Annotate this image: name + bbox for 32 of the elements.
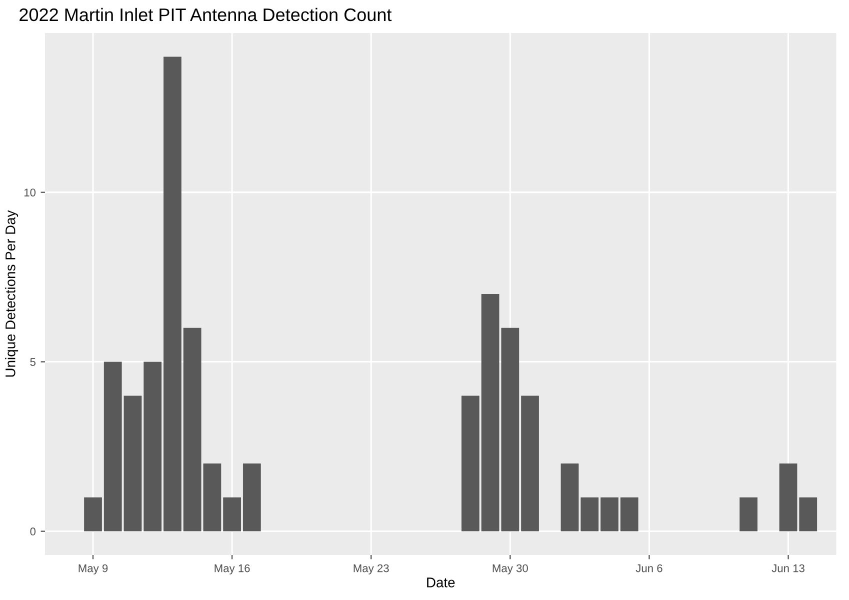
x-tick-label: Jun 6 <box>636 564 662 572</box>
bar <box>223 497 241 532</box>
bar <box>124 396 142 532</box>
x-tick-label: May 23 <box>354 564 389 574</box>
y-tick-label: 10 <box>24 188 36 196</box>
chart-title: 2022 Martin Inlet PIT Antenna Detection Count <box>20 8 392 22</box>
bar <box>104 362 122 532</box>
bar <box>521 396 539 532</box>
bar <box>799 497 818 532</box>
y-tick-label: 0 <box>30 528 36 536</box>
bar <box>242 463 261 532</box>
bar <box>501 328 520 532</box>
x-tick-label: May 16 <box>214 564 250 574</box>
bar <box>203 463 222 532</box>
x-axis-title: Date <box>427 578 455 588</box>
bar <box>481 294 500 532</box>
bar <box>164 56 182 532</box>
y-axis-title: Unique Detections Per Day <box>5 210 18 377</box>
y-tick-label: 5 <box>30 358 36 366</box>
bar <box>580 497 599 532</box>
bar <box>740 497 758 532</box>
bar <box>779 463 798 532</box>
bar <box>461 396 480 532</box>
bar <box>620 497 638 532</box>
x-tick-label: Jun 13 <box>772 564 804 572</box>
bar <box>600 497 618 532</box>
bar <box>560 463 579 532</box>
x-tick-label: May 9 <box>78 564 108 574</box>
bar <box>84 497 102 532</box>
x-tick-label: May 30 <box>492 564 528 574</box>
bar <box>144 362 162 532</box>
bar <box>183 328 202 532</box>
